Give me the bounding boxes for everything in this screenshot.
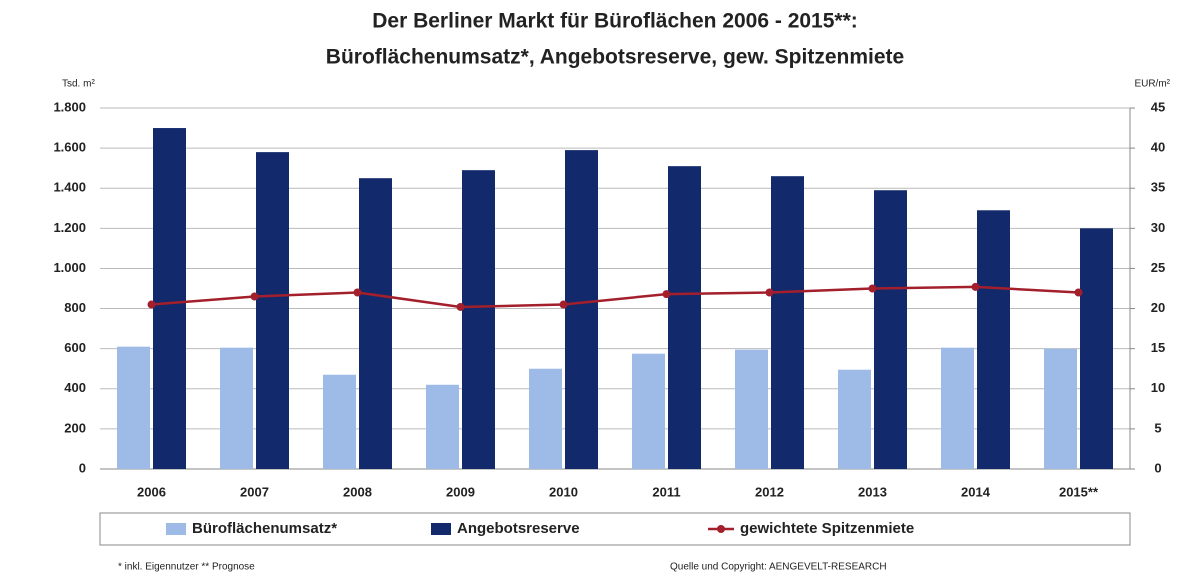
y2-tick-label: 5 [1154, 420, 1161, 435]
bar [153, 128, 186, 470]
y-tick-label: 600 [64, 340, 86, 355]
x-tick-label: 2011 [652, 484, 680, 499]
legend-box [99, 512, 1131, 546]
bar [838, 369, 871, 469]
line-marker [250, 292, 259, 301]
y-tick-label: 1.600 [53, 140, 86, 155]
line-marker [971, 282, 980, 291]
bar [359, 178, 392, 469]
legend-label: Büroflächenumsatz* [192, 520, 337, 537]
bar [117, 346, 150, 469]
bar [1080, 228, 1113, 469]
line [151, 285, 1079, 309]
x-tick-label: 2015** [1059, 484, 1099, 499]
bar [426, 384, 459, 469]
y2-tick-label: 0 [1154, 460, 1161, 475]
legend-swatch [166, 523, 186, 535]
x-tick-label: 2008 [343, 484, 372, 499]
source: Quelle und Copyright: AENGEVELT-RESEARCH [670, 562, 887, 573]
bar [462, 170, 495, 469]
y-axis-label: Tsd. m² [62, 79, 95, 90]
bar [771, 176, 804, 469]
bar [1044, 348, 1077, 469]
bar [220, 347, 253, 469]
footnote: * inkl. Eigennutzer ** Prognose [118, 562, 255, 573]
bar [874, 190, 907, 469]
legend-swatch [717, 525, 725, 533]
y-tick-label: 1.400 [53, 180, 86, 195]
x-tick-label: 2007 [240, 484, 269, 499]
line-marker [147, 300, 156, 309]
x-tick-label: 2010 [549, 484, 578, 499]
y2-axis-label: EUR/m² [1134, 79, 1170, 90]
chart-title: Der Berliner Markt für Büroflächen 2006 … [372, 10, 858, 33]
bar [256, 152, 289, 469]
bar [565, 150, 598, 469]
y-tick-label: 1.000 [53, 260, 86, 275]
y2-tick-label: 10 [1151, 380, 1165, 395]
line-marker [662, 290, 671, 299]
line-marker [559, 300, 568, 309]
y2-tick-label: 35 [1151, 180, 1165, 195]
bar [977, 210, 1010, 470]
y2-tick-label: 30 [1151, 220, 1165, 235]
legend-label: Angebotsreserve [457, 520, 580, 537]
y-tick-label: 400 [64, 380, 86, 395]
bar [941, 347, 974, 469]
y2-tick-label: 20 [1151, 300, 1165, 315]
x-tick-label: 2013 [858, 484, 887, 499]
line-marker [456, 302, 465, 311]
x-tick-label: 2014 [961, 484, 991, 499]
line-marker [353, 288, 362, 297]
line-marker [765, 288, 774, 297]
bar [668, 166, 701, 469]
bar [735, 349, 768, 469]
y-tick-label: 200 [64, 420, 86, 435]
legend-label: gewichtete Spitzenmiete [740, 520, 914, 537]
y2-tick-label: 15 [1151, 340, 1165, 355]
bar [323, 374, 356, 469]
bar [529, 368, 562, 469]
y2-tick-label: 25 [1151, 260, 1165, 275]
y-tick-label: 0 [79, 460, 86, 475]
y2-tick-label: 40 [1151, 140, 1165, 155]
x-tick-label: 2012 [755, 484, 784, 499]
y2-tick-label: 45 [1151, 99, 1165, 114]
line-marker [1074, 288, 1083, 297]
x-tick-label: 2009 [446, 484, 475, 499]
legend-swatch [431, 523, 451, 535]
y-tick-label: 1.800 [53, 99, 86, 114]
y-tick-label: 1.200 [53, 220, 86, 235]
bar [632, 353, 665, 469]
chart-subtitle: Büroflächenumsatz*, Angebotsreserve, gew… [326, 46, 904, 69]
line-marker [868, 284, 877, 293]
x-tick-label: 2006 [137, 484, 166, 499]
y-tick-label: 800 [64, 300, 86, 315]
